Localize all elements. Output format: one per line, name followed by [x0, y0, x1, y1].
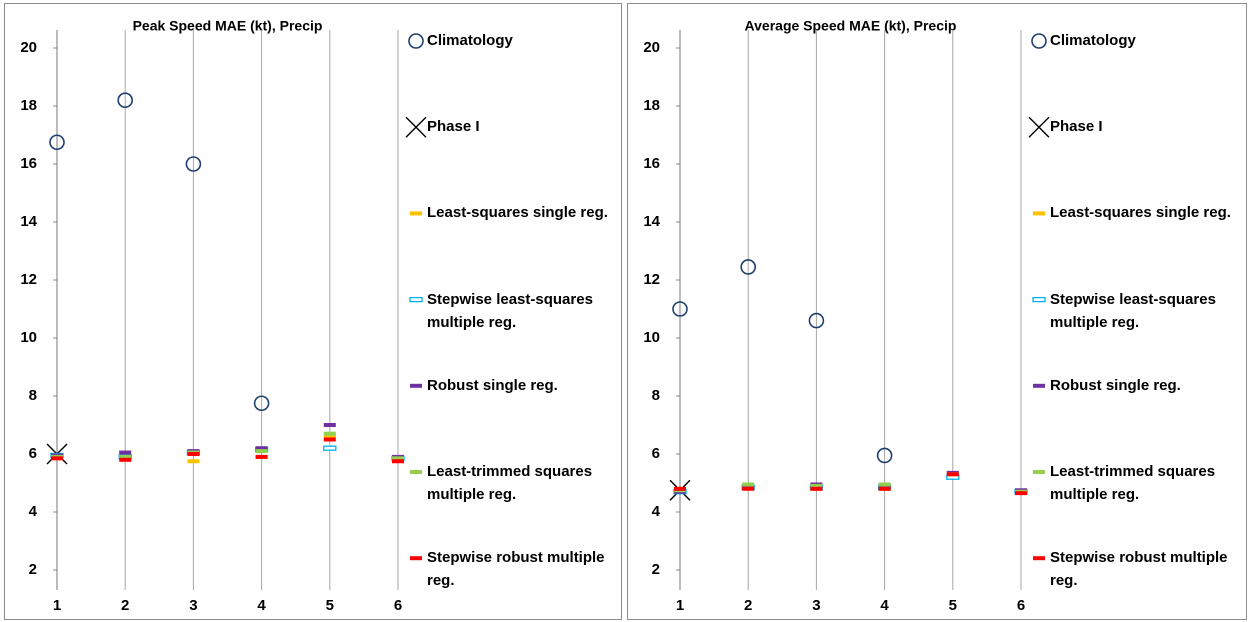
y-tick-label: 12 [20, 271, 37, 288]
y-tick-label: 20 [643, 39, 660, 56]
data-point [119, 450, 132, 455]
y-tick-label: 20 [20, 39, 37, 56]
panel-border [4, 3, 622, 620]
data-point [740, 259, 757, 275]
chart-title: Average Speed MAE (kt), Precip [745, 18, 957, 34]
data-point [810, 483, 823, 488]
data-point [392, 456, 404, 461]
x-tick-label: 4 [880, 597, 889, 614]
data-point [323, 423, 336, 427]
x-tick-label: 4 [257, 597, 266, 614]
x-tick-label: 1 [676, 597, 684, 614]
y-tick-label: 12 [643, 271, 660, 288]
y-tick-label: 14 [20, 213, 37, 230]
y-tick-label: 2 [29, 561, 37, 578]
legend-label: Least-squares single reg. [1050, 204, 1231, 222]
data-point [1015, 491, 1027, 496]
y-tick-label: 14 [643, 213, 660, 230]
legend-marker [410, 556, 422, 561]
y-tick-label: 10 [20, 329, 37, 346]
data-point [810, 486, 823, 491]
data-point [255, 446, 268, 451]
legend-marker [408, 33, 424, 49]
data-point [49, 134, 65, 151]
x-tick-label: 3 [812, 597, 820, 614]
data-point [253, 395, 270, 412]
x-tick-label: 2 [744, 597, 752, 614]
x-tick-label: 3 [189, 597, 197, 614]
legend-marker [410, 211, 422, 216]
data-point [185, 156, 202, 172]
data-point [117, 92, 133, 108]
data-point [742, 486, 755, 491]
data-point [323, 445, 337, 451]
y-tick-label: 8 [29, 387, 37, 404]
data-point [946, 472, 959, 477]
x-tick-label: 6 [1017, 597, 1025, 614]
data-point [323, 434, 336, 439]
data-point [323, 431, 336, 436]
data-point [255, 454, 268, 459]
data-point [119, 457, 132, 462]
legend-marker [1032, 296, 1046, 303]
legend-marker [405, 116, 427, 138]
data-point [876, 447, 893, 464]
legend-marker [1028, 116, 1050, 138]
legend-label: Phase I [1050, 118, 1103, 136]
y-tick-label: 8 [652, 387, 660, 404]
data-point [187, 459, 200, 464]
legend-label: Climatology [1050, 32, 1136, 49]
data-point [51, 456, 63, 461]
legend-label: Least-squares single reg. [427, 204, 608, 222]
y-tick-label: 4 [29, 503, 38, 520]
data-point [878, 482, 891, 487]
legend-label: Least-trimmed squares multiple reg. [1050, 463, 1216, 503]
legend-label: Climatology [427, 32, 513, 49]
chart-title: Peak Speed MAE (kt), Precip [133, 18, 323, 34]
legend-label: Phase I [427, 118, 480, 136]
x-tick-label: 1 [53, 597, 61, 614]
x-tick-label: 5 [326, 597, 334, 614]
legend-marker [409, 296, 423, 303]
legend-marker [1033, 383, 1045, 388]
y-tick-label: 10 [643, 329, 660, 346]
y-tick-label: 6 [652, 445, 660, 462]
legend-label: Robust single reg. [1050, 376, 1181, 394]
data-point [392, 459, 404, 464]
y-tick-label: 18 [20, 97, 37, 114]
panel-border [627, 3, 1247, 620]
legend-marker [1033, 556, 1045, 561]
legend-label: Stepwise robust multiple reg. [1050, 549, 1228, 590]
data-point [119, 454, 132, 459]
legend-label: Robust single reg. [427, 376, 558, 394]
legend-marker [410, 383, 422, 388]
data-point [672, 301, 688, 317]
data-point [808, 312, 825, 329]
data-point [878, 486, 891, 491]
legend-marker [1033, 470, 1045, 474]
x-tick-label: 6 [394, 597, 402, 614]
y-tick-label: 16 [643, 155, 660, 172]
data-point [674, 486, 686, 491]
data-point [323, 437, 336, 442]
x-tick-label: 5 [949, 597, 957, 614]
data-point [255, 449, 268, 454]
legend-marker [1033, 211, 1045, 216]
y-tick-label: 6 [29, 445, 37, 462]
legend-marker [1031, 33, 1047, 49]
legend-label: Stepwise least-squares multiple reg. [1050, 290, 1216, 331]
legend-label: Least-trimmed squares multiple reg. [427, 463, 593, 503]
y-tick-label: 16 [20, 155, 37, 172]
x-tick-label: 2 [121, 597, 129, 614]
legend-label: Stepwise least-squares multiple reg. [427, 290, 593, 331]
y-tick-label: 4 [652, 503, 661, 520]
legend-marker [410, 470, 422, 474]
data-point [187, 452, 200, 456]
legend-label: Stepwise robust multiple reg. [427, 549, 605, 590]
y-tick-label: 18 [643, 97, 660, 114]
y-tick-label: 2 [652, 561, 660, 578]
data-point [742, 482, 755, 487]
